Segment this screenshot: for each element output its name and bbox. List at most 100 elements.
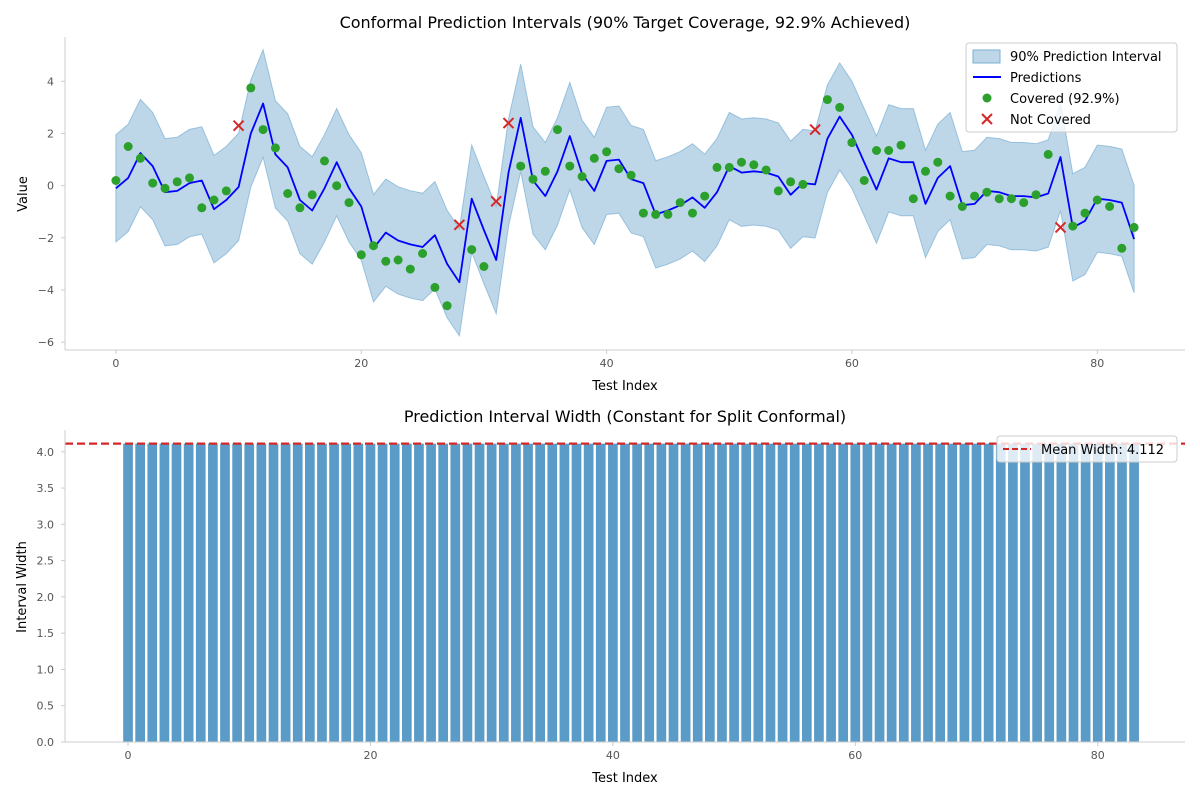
covered-point bbox=[724, 162, 734, 172]
not-covered-point bbox=[502, 117, 515, 129]
covered-point bbox=[160, 183, 170, 193]
covered-point bbox=[185, 173, 194, 183]
interval-width-bar bbox=[935, 443, 945, 742]
legend-label-mean-width: Mean Width: 4.112 bbox=[1041, 443, 1164, 458]
interval-width-bar bbox=[1080, 443, 1091, 742]
covered-point bbox=[356, 250, 366, 260]
interval-width-bar bbox=[656, 443, 667, 742]
interval-width-bar bbox=[159, 443, 170, 742]
interval-width-bar bbox=[123, 443, 133, 742]
covered-point bbox=[651, 209, 661, 219]
interval-width-bar bbox=[898, 443, 909, 742]
interval-width-bar bbox=[1105, 443, 1115, 742]
top-y-tick-label: 4 bbox=[47, 75, 54, 88]
covered-point bbox=[553, 125, 562, 135]
interval-width-bar bbox=[183, 443, 194, 742]
covered-point bbox=[320, 156, 329, 166]
interval-width-bar bbox=[135, 443, 145, 742]
bottom-y-tick-label: 1.0 bbox=[37, 663, 55, 676]
covered-point bbox=[123, 142, 133, 151]
bottom-y-tick-label: 1.5 bbox=[37, 627, 55, 640]
legend-swatch-covered bbox=[982, 93, 992, 103]
not-covered-point bbox=[809, 123, 821, 136]
interval-width-bar bbox=[317, 443, 327, 742]
covered-point bbox=[135, 153, 145, 163]
covered-point bbox=[295, 203, 305, 213]
covered-point bbox=[896, 140, 906, 150]
legend-swatch-not-covered bbox=[981, 113, 993, 125]
interval-width-bar bbox=[341, 443, 352, 742]
covered-point bbox=[369, 241, 378, 251]
bottom-legend: Mean Width: 4.112 bbox=[996, 435, 1178, 463]
covered-point bbox=[884, 146, 894, 155]
interval-width-bar bbox=[220, 443, 230, 742]
covered-point bbox=[614, 164, 624, 174]
interval-width-bar bbox=[826, 443, 836, 742]
bottom-x-axis-label: Test Index bbox=[591, 771, 658, 786]
interval-width-bar bbox=[426, 443, 436, 742]
covered-point bbox=[393, 255, 403, 265]
covered-point bbox=[1080, 208, 1090, 218]
interval-width-bar bbox=[147, 443, 158, 742]
top-y-tick-label: −4 bbox=[38, 284, 54, 297]
interval-width-bars bbox=[123, 443, 1139, 742]
bottom-x-tick-label: 40 bbox=[606, 749, 620, 762]
covered-point bbox=[921, 166, 930, 176]
covered-point bbox=[332, 181, 342, 191]
interval-width-bar bbox=[680, 443, 691, 742]
interval-width-bar bbox=[450, 443, 461, 742]
interval-width-bar bbox=[862, 443, 873, 742]
interval-width-bar bbox=[995, 443, 1006, 742]
covered-point bbox=[1092, 195, 1102, 205]
interval-width-bar bbox=[280, 443, 291, 742]
interval-width-bar bbox=[717, 443, 727, 742]
bottom-chart-title: Prediction Interval Width (Constant for … bbox=[404, 407, 846, 426]
interval-width-bar bbox=[208, 443, 218, 742]
interval-width-bar bbox=[608, 443, 618, 742]
interval-width-bar bbox=[705, 443, 715, 742]
interval-width-bar bbox=[389, 443, 400, 742]
interval-width-bar bbox=[692, 443, 703, 742]
interval-band-area bbox=[115, 48, 1135, 338]
bottom-x-tick-label: 0 bbox=[125, 749, 132, 762]
covered-point bbox=[602, 147, 612, 157]
interval-width-bar bbox=[1117, 443, 1127, 742]
covered-point bbox=[589, 153, 599, 163]
prediction-interval-chart: Conformal Prediction Intervals (90% Targ… bbox=[16, 13, 1185, 394]
interval-width-bar bbox=[801, 443, 812, 742]
interval-width-bar bbox=[523, 443, 533, 742]
top-y-tick-label: 0 bbox=[47, 180, 54, 193]
bottom-x-tick-label: 80 bbox=[1091, 749, 1105, 762]
interval-width-bar bbox=[850, 443, 861, 742]
bottom-y-tick-label: 3.0 bbox=[37, 518, 55, 531]
interval-width-bar bbox=[559, 443, 570, 742]
covered-point bbox=[933, 157, 943, 167]
covered-point bbox=[270, 143, 280, 153]
bottom-y-tick-label: 4.0 bbox=[37, 446, 55, 459]
top-chart-title: Conformal Prediction Intervals (90% Targ… bbox=[340, 13, 911, 32]
covered-point bbox=[528, 174, 538, 184]
interval-width-bar bbox=[547, 443, 558, 742]
interval-width-bar bbox=[401, 443, 412, 742]
interval-width-bar bbox=[959, 443, 970, 742]
not-covered-points bbox=[232, 117, 1067, 234]
interval-width-bar bbox=[329, 443, 339, 742]
interval-width-bar bbox=[256, 443, 267, 742]
top-legend-box bbox=[965, 42, 1178, 133]
covered-point bbox=[700, 191, 710, 201]
interval-width-bar bbox=[438, 443, 449, 742]
covered-point bbox=[430, 282, 440, 292]
interval-width-bar bbox=[171, 443, 182, 742]
covered-point bbox=[957, 202, 967, 211]
covered-point bbox=[675, 198, 685, 208]
bottom-y-tick-label: 0.0 bbox=[37, 736, 55, 749]
interval-width-bar bbox=[486, 443, 497, 742]
interval-width-bar bbox=[583, 443, 594, 742]
interval-width-bar bbox=[1020, 443, 1030, 742]
interval-width-bar bbox=[777, 443, 788, 742]
covered-point bbox=[1006, 194, 1016, 204]
covered-point bbox=[197, 203, 207, 213]
interval-width-bar bbox=[971, 443, 982, 742]
top-x-tick-label: 80 bbox=[1090, 357, 1104, 370]
